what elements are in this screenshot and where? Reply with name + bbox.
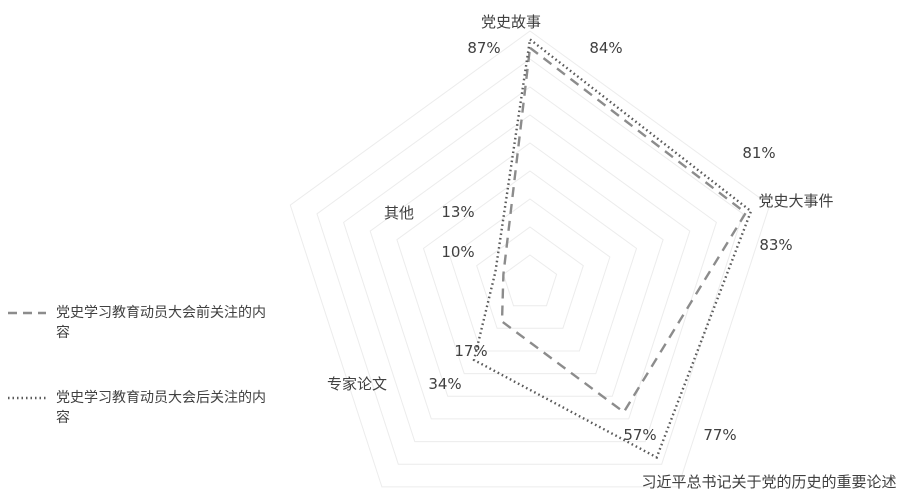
legend-item-after: 党史学习教育动员大会后关注的内容 xyxy=(8,388,276,428)
data-label: 10% xyxy=(441,243,474,261)
grid-ring xyxy=(369,114,691,420)
data-label: 57% xyxy=(623,426,656,444)
data-label: 87% xyxy=(467,39,500,57)
data-label: 34% xyxy=(428,375,461,393)
grid-ring xyxy=(289,30,771,488)
category-label: 党史故事 xyxy=(481,13,541,31)
legend-label-before: 党史学习教育动员大会前关注的内容 xyxy=(56,305,266,341)
data-label: 81% xyxy=(742,144,775,162)
legend-item-before: 党史学习教育动员大会前关注的内容 xyxy=(8,303,276,343)
grid-ring xyxy=(396,142,664,397)
category-label: 其他 xyxy=(384,204,414,222)
grid-ring xyxy=(476,226,584,329)
legend-swatch-dotted xyxy=(8,396,46,400)
grid-ring xyxy=(449,198,611,352)
grid-ring xyxy=(316,58,744,465)
category-label: 习近平总书记关于党的历史的重要论述 xyxy=(641,473,896,491)
data-label: 77% xyxy=(703,426,736,444)
legend-label-after: 党史学习教育动员大会后关注的内容 xyxy=(56,390,266,426)
grid-ring xyxy=(422,170,638,375)
data-label: 13% xyxy=(441,203,474,221)
series-line-before xyxy=(500,45,748,414)
legend-swatch-dashed xyxy=(8,311,46,315)
category-label: 党史大事件 xyxy=(758,192,833,210)
data-label: 84% xyxy=(589,39,622,57)
category-label: 专家论文 xyxy=(327,375,387,393)
grid-ring xyxy=(343,86,717,443)
grid-ring xyxy=(502,254,558,307)
data-label: 83% xyxy=(759,236,792,254)
data-label: 17% xyxy=(454,342,487,360)
